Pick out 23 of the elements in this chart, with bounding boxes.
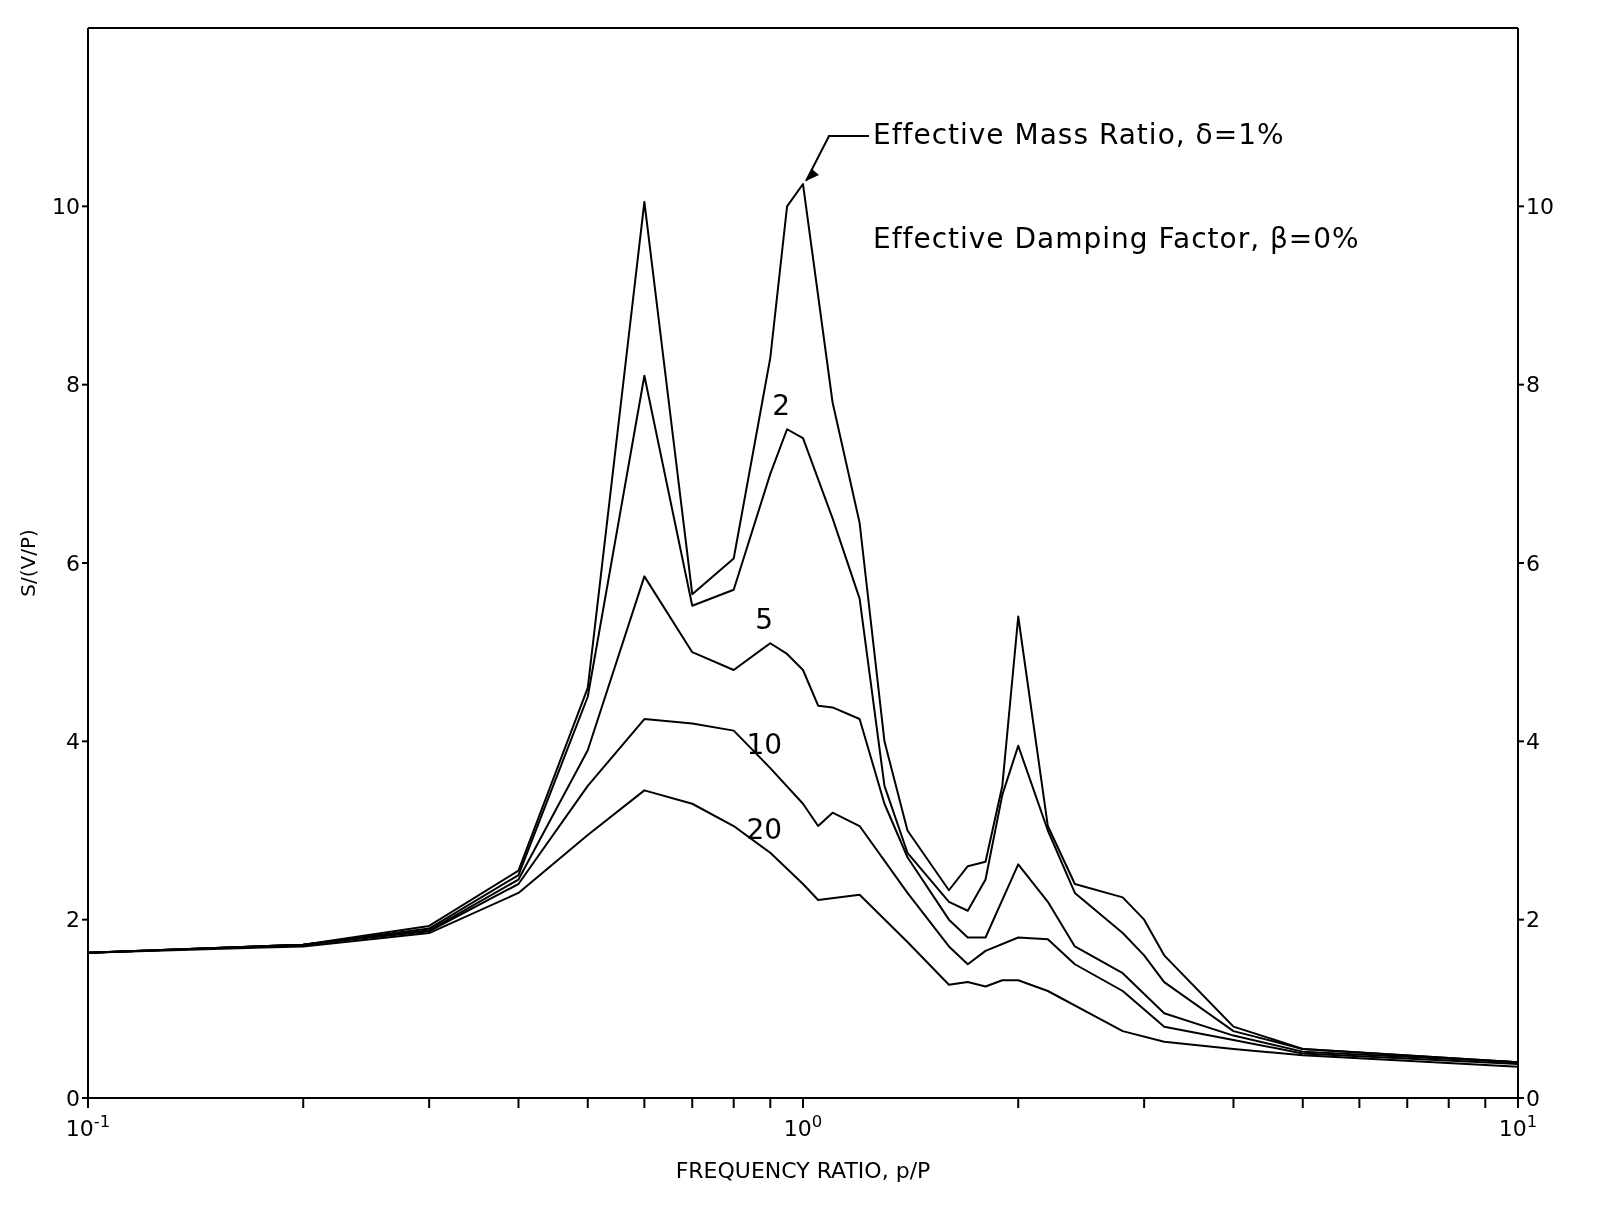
y-tick-label: 0 [66, 1085, 80, 1111]
y2-tick-label: 4 [1526, 729, 1540, 755]
y-tick-label: 6 [66, 550, 80, 576]
x-tick-label: 10$^{1}$ [1498, 1111, 1538, 1141]
y2-tick-label: 0 [1526, 1085, 1540, 1111]
y2-tick-label: 8 [1526, 372, 1540, 398]
x-axis-title: FREQUENCY RATIO, p/P [675, 1158, 931, 1183]
y2-tick-label: 10 [1526, 194, 1554, 220]
annotation: Effective Damping Factor, β=0% [873, 222, 1360, 255]
series-label: 2 [772, 389, 790, 423]
annotation: Effective Mass Ratio, δ=1% [873, 118, 1285, 152]
x-tick-label: 10$^{-1}$ [65, 1111, 111, 1141]
y2-tick-label: 2 [1526, 907, 1540, 933]
series-label: 10 [746, 728, 783, 762]
y2-tick-label: 6 [1526, 550, 1540, 576]
y-axis-title: S/(V/P) [16, 529, 41, 597]
series-label: 20 [746, 812, 783, 846]
y-tick-label: 4 [66, 729, 80, 755]
y-tick-label: 2 [66, 907, 80, 933]
x-tick-label: 10$^{0}$ [783, 1111, 823, 1141]
y-tick-label: 10 [52, 194, 80, 220]
y-tick-label: 8 [66, 372, 80, 398]
series-label: 5 [755, 603, 774, 637]
